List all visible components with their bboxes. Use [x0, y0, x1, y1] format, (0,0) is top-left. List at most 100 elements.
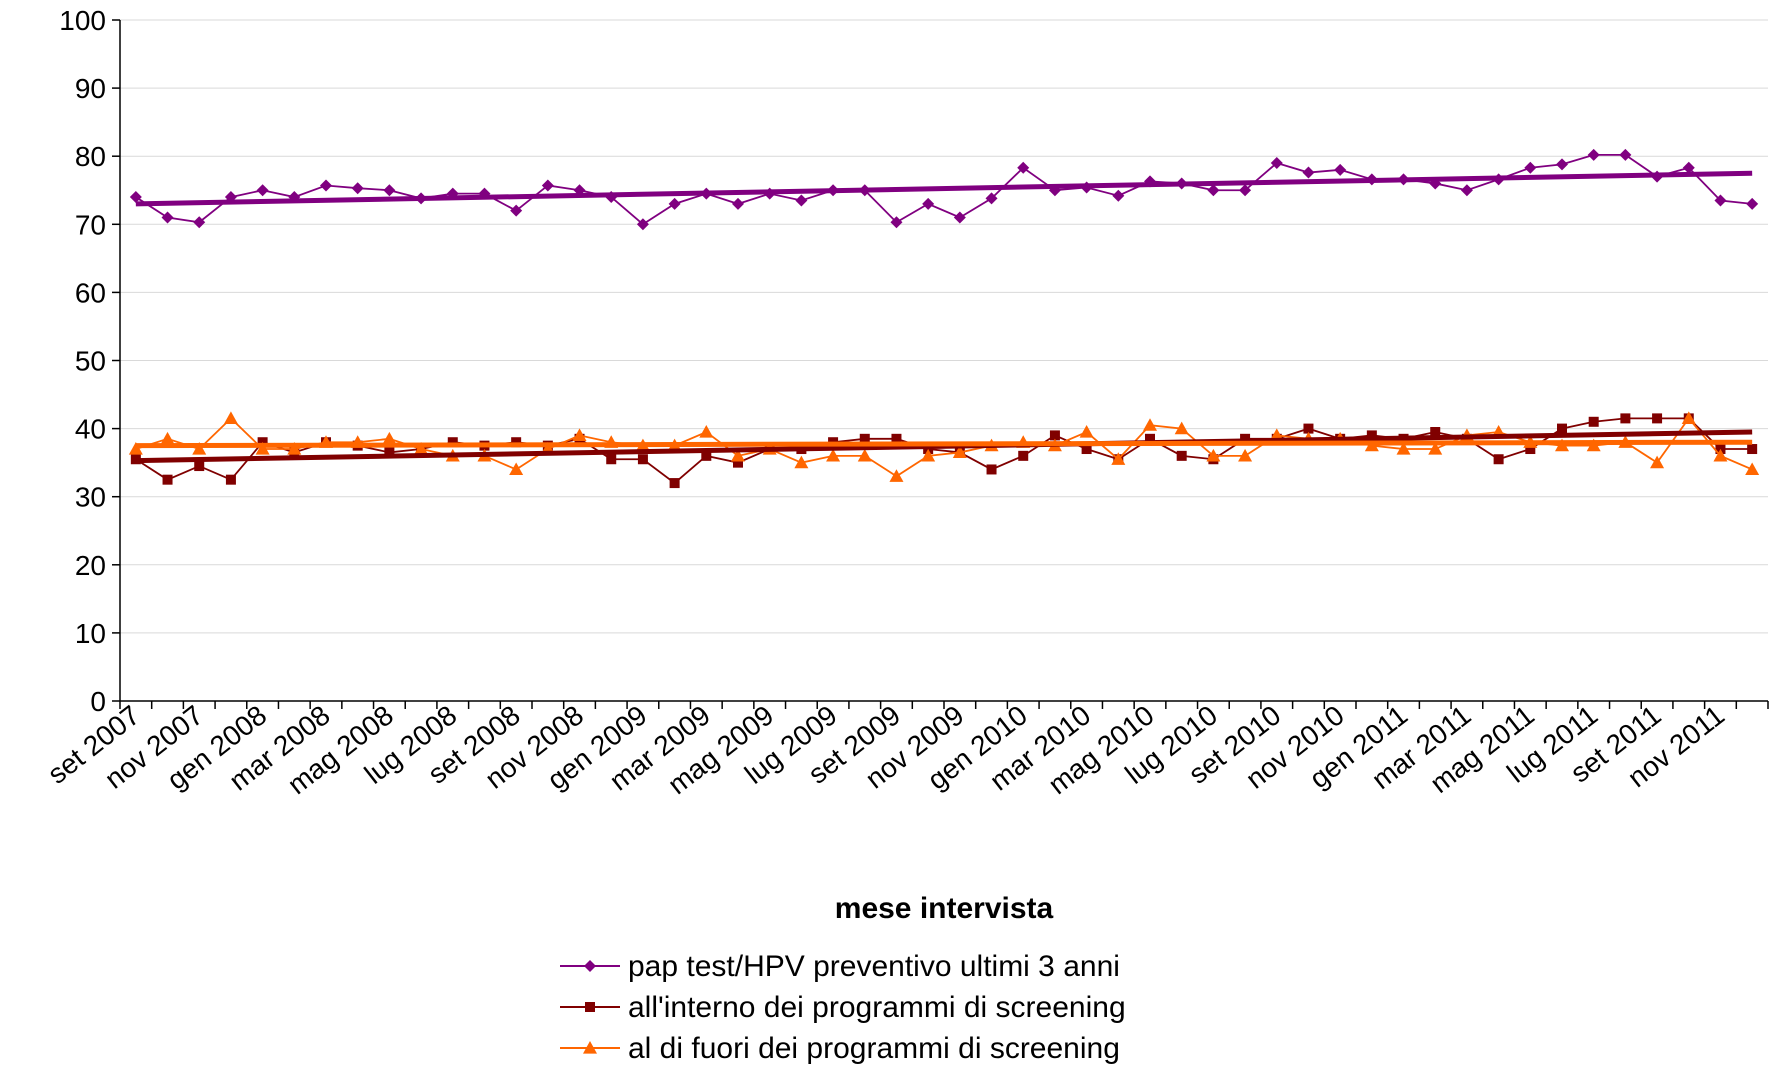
data-point: [1143, 418, 1157, 431]
data-point: [1460, 184, 1473, 197]
y-tick-label: 60: [75, 277, 106, 308]
series-line: [135, 417, 1753, 485]
data-point: [128, 442, 143, 455]
legend-label: all'interno dei programmi di screening: [628, 991, 1126, 1024]
data-point: [351, 182, 364, 195]
legend-item: al di fuori dei programmi di screening: [560, 1032, 1120, 1065]
data-point: [1081, 444, 1092, 455]
data-point: [320, 179, 332, 192]
data-point: [1017, 161, 1030, 174]
data-point: [701, 450, 712, 461]
data-point: [1650, 455, 1665, 469]
data-point: [1303, 423, 1314, 434]
trendlines: [135, 170, 1753, 464]
legend-marker: [585, 1002, 595, 1012]
data-point: [255, 442, 270, 455]
data-point: [1747, 444, 1758, 455]
y-tick-label: 10: [75, 618, 106, 649]
legend-marker: [584, 960, 596, 972]
y-tick-label: 30: [75, 482, 106, 513]
data-point: [447, 437, 458, 448]
data-point: [1745, 462, 1760, 476]
data-point: [1587, 148, 1600, 161]
data-point: [1366, 430, 1377, 441]
data-point: [223, 411, 238, 424]
data-point: [384, 447, 395, 458]
data-point: [194, 461, 205, 472]
data-point: [572, 428, 587, 442]
data-point: [857, 448, 872, 462]
data-point: [953, 211, 966, 224]
data-point: [1682, 161, 1695, 174]
data-point: [382, 431, 397, 445]
data-point: [511, 437, 522, 448]
data-point: [668, 197, 681, 210]
data-point: [1430, 427, 1441, 438]
data-point: [732, 197, 744, 210]
data-point: [1111, 452, 1126, 465]
data-point: [1652, 413, 1663, 424]
data-point: [1239, 184, 1252, 197]
data-point: [414, 442, 429, 455]
data-point: [699, 425, 714, 438]
data-point: [921, 448, 936, 462]
data-point: [859, 433, 870, 444]
data-point: [1681, 411, 1696, 424]
data-point: [1176, 450, 1187, 461]
data-point: [1713, 448, 1728, 462]
data-point: [1206, 448, 1221, 462]
data-point: [225, 474, 236, 485]
y-tick-label: 50: [75, 346, 106, 377]
data-point: [1524, 161, 1537, 174]
data-point: [1525, 444, 1536, 455]
trendline-3: [135, 439, 1753, 449]
data-point: [383, 184, 396, 197]
legend-item: pap test/HPV preventivo ultimi 3 anni: [560, 950, 1120, 983]
data-point: [606, 454, 617, 465]
data-point: [129, 191, 142, 204]
data-point: [193, 216, 206, 229]
gridlines: [120, 19, 1768, 634]
data-point: [1746, 197, 1759, 210]
data-point: [637, 454, 648, 465]
data-point: [1620, 413, 1631, 424]
series-2: [130, 413, 1758, 489]
trendline-1: [135, 170, 1753, 207]
legend-item: all'interno dei programmi di screening: [560, 991, 1126, 1024]
data-point: [1619, 148, 1632, 161]
y-tick-label: 40: [75, 414, 106, 445]
data-point: [1079, 425, 1094, 438]
data-point: [160, 431, 175, 445]
y-tick-label: 80: [75, 141, 106, 172]
data-point: [636, 218, 649, 231]
legend-marker: [583, 1041, 597, 1054]
x-axis-title: mese intervista: [835, 892, 1054, 925]
y-tick-label: 0: [90, 686, 106, 717]
data-point: [1049, 430, 1060, 441]
data-point: [795, 194, 808, 207]
y-tick-label: 20: [75, 550, 106, 581]
y-tick-label: 90: [75, 73, 106, 104]
data-point: [1207, 184, 1220, 197]
data-point: [1112, 189, 1125, 202]
data-point: [1493, 454, 1504, 465]
data-point: [1302, 166, 1315, 179]
data-point: [541, 179, 554, 192]
data-point: [1270, 157, 1283, 170]
y-tick-label: 70: [75, 209, 106, 240]
data-point: [1238, 448, 1253, 462]
data-point: [922, 197, 935, 210]
data-point: [1557, 423, 1567, 434]
data-point: [1396, 442, 1411, 455]
data-point: [891, 433, 902, 444]
data-point: [986, 464, 997, 475]
data-point: [1018, 450, 1029, 461]
data-point: [889, 469, 904, 482]
data-point: [509, 462, 524, 476]
data-point: [192, 442, 207, 455]
legend-label: pap test/HPV preventivo ultimi 3 anni: [628, 950, 1120, 983]
data-point: [1556, 158, 1568, 171]
data-point: [162, 474, 173, 485]
